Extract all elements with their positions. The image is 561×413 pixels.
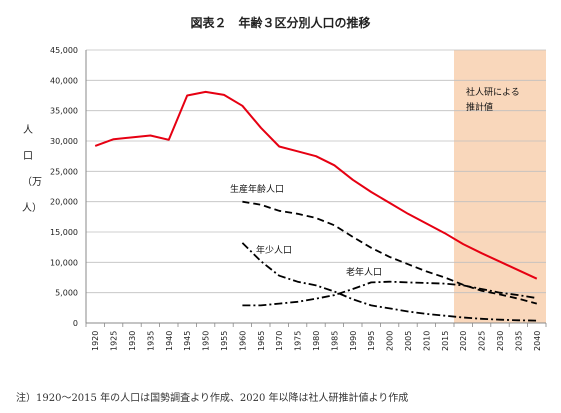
y-tick-label: 0 [73,319,78,328]
x-tick-label: 2035 [514,331,523,351]
projection-label-line1: 社人研による [466,86,520,98]
y-tick-label: 35,000 [50,107,78,116]
y-tick-label: 20,000 [50,198,78,207]
series-line-1 [242,200,538,305]
x-tick-label: 1945 [183,331,192,351]
x-tick-label: 1995 [367,331,376,351]
x-tick-label: 1975 [294,331,303,351]
x-tick-label: 1940 [165,331,174,351]
series-line-0 [94,90,538,280]
x-tick-label: 2020 [459,331,468,351]
x-tick-label: 1935 [146,331,155,351]
x-tick-label: 1970 [275,331,284,351]
projection-band [454,50,546,323]
series-line-2 [241,242,537,322]
x-tick-label: 1920 [91,331,100,351]
x-tick-label: 1985 [330,331,339,351]
x-tick-label: 2005 [404,331,413,351]
x-tick-label: 2030 [496,331,505,351]
x-tick-label: 2015 [441,331,450,351]
y-tick-label: 10,000 [50,258,78,267]
x-tick-label: 2025 [478,331,487,351]
footnote: 注）1920～2015 年の人口は国勢調査より作成、2020 年以降は社人研推計… [16,393,409,404]
x-tick-label: 1955 [220,331,229,351]
x-tick-label: 1930 [128,331,137,351]
x-tick-label: 2010 [422,331,431,351]
x-tick-label: 2000 [386,331,395,351]
x-tick-label: 1990 [349,331,358,351]
series-label-3: 老年人口 [346,266,382,278]
x-tick-label: 1925 [110,331,119,351]
y-axis-label: 人口（万人） [22,125,42,214]
y-tick-label: 5,000 [55,289,78,298]
x-tick-label: 1960 [238,331,247,351]
x-tick-label: 1980 [312,331,321,351]
series-line-3 [242,280,537,307]
projection-label-line2: 推計値 [466,101,493,113]
y-tick-label: 30,000 [50,137,78,146]
y-tick-label: 15,000 [50,228,78,237]
chart-title: 図表２ 年齢３区分別人口の推移 [190,16,371,30]
y-tick-label: 25,000 [50,167,78,176]
y-tick-label: 40,000 [50,76,78,85]
y-tick-label: 45,000 [50,46,78,55]
x-tick-label: 1965 [257,331,266,351]
series-label-1: 生産年齢人口 [230,183,284,195]
series-label-2: 年少人口 [256,244,292,256]
x-tick-label: 2040 [533,331,542,351]
x-tick-label: 1950 [202,331,211,351]
